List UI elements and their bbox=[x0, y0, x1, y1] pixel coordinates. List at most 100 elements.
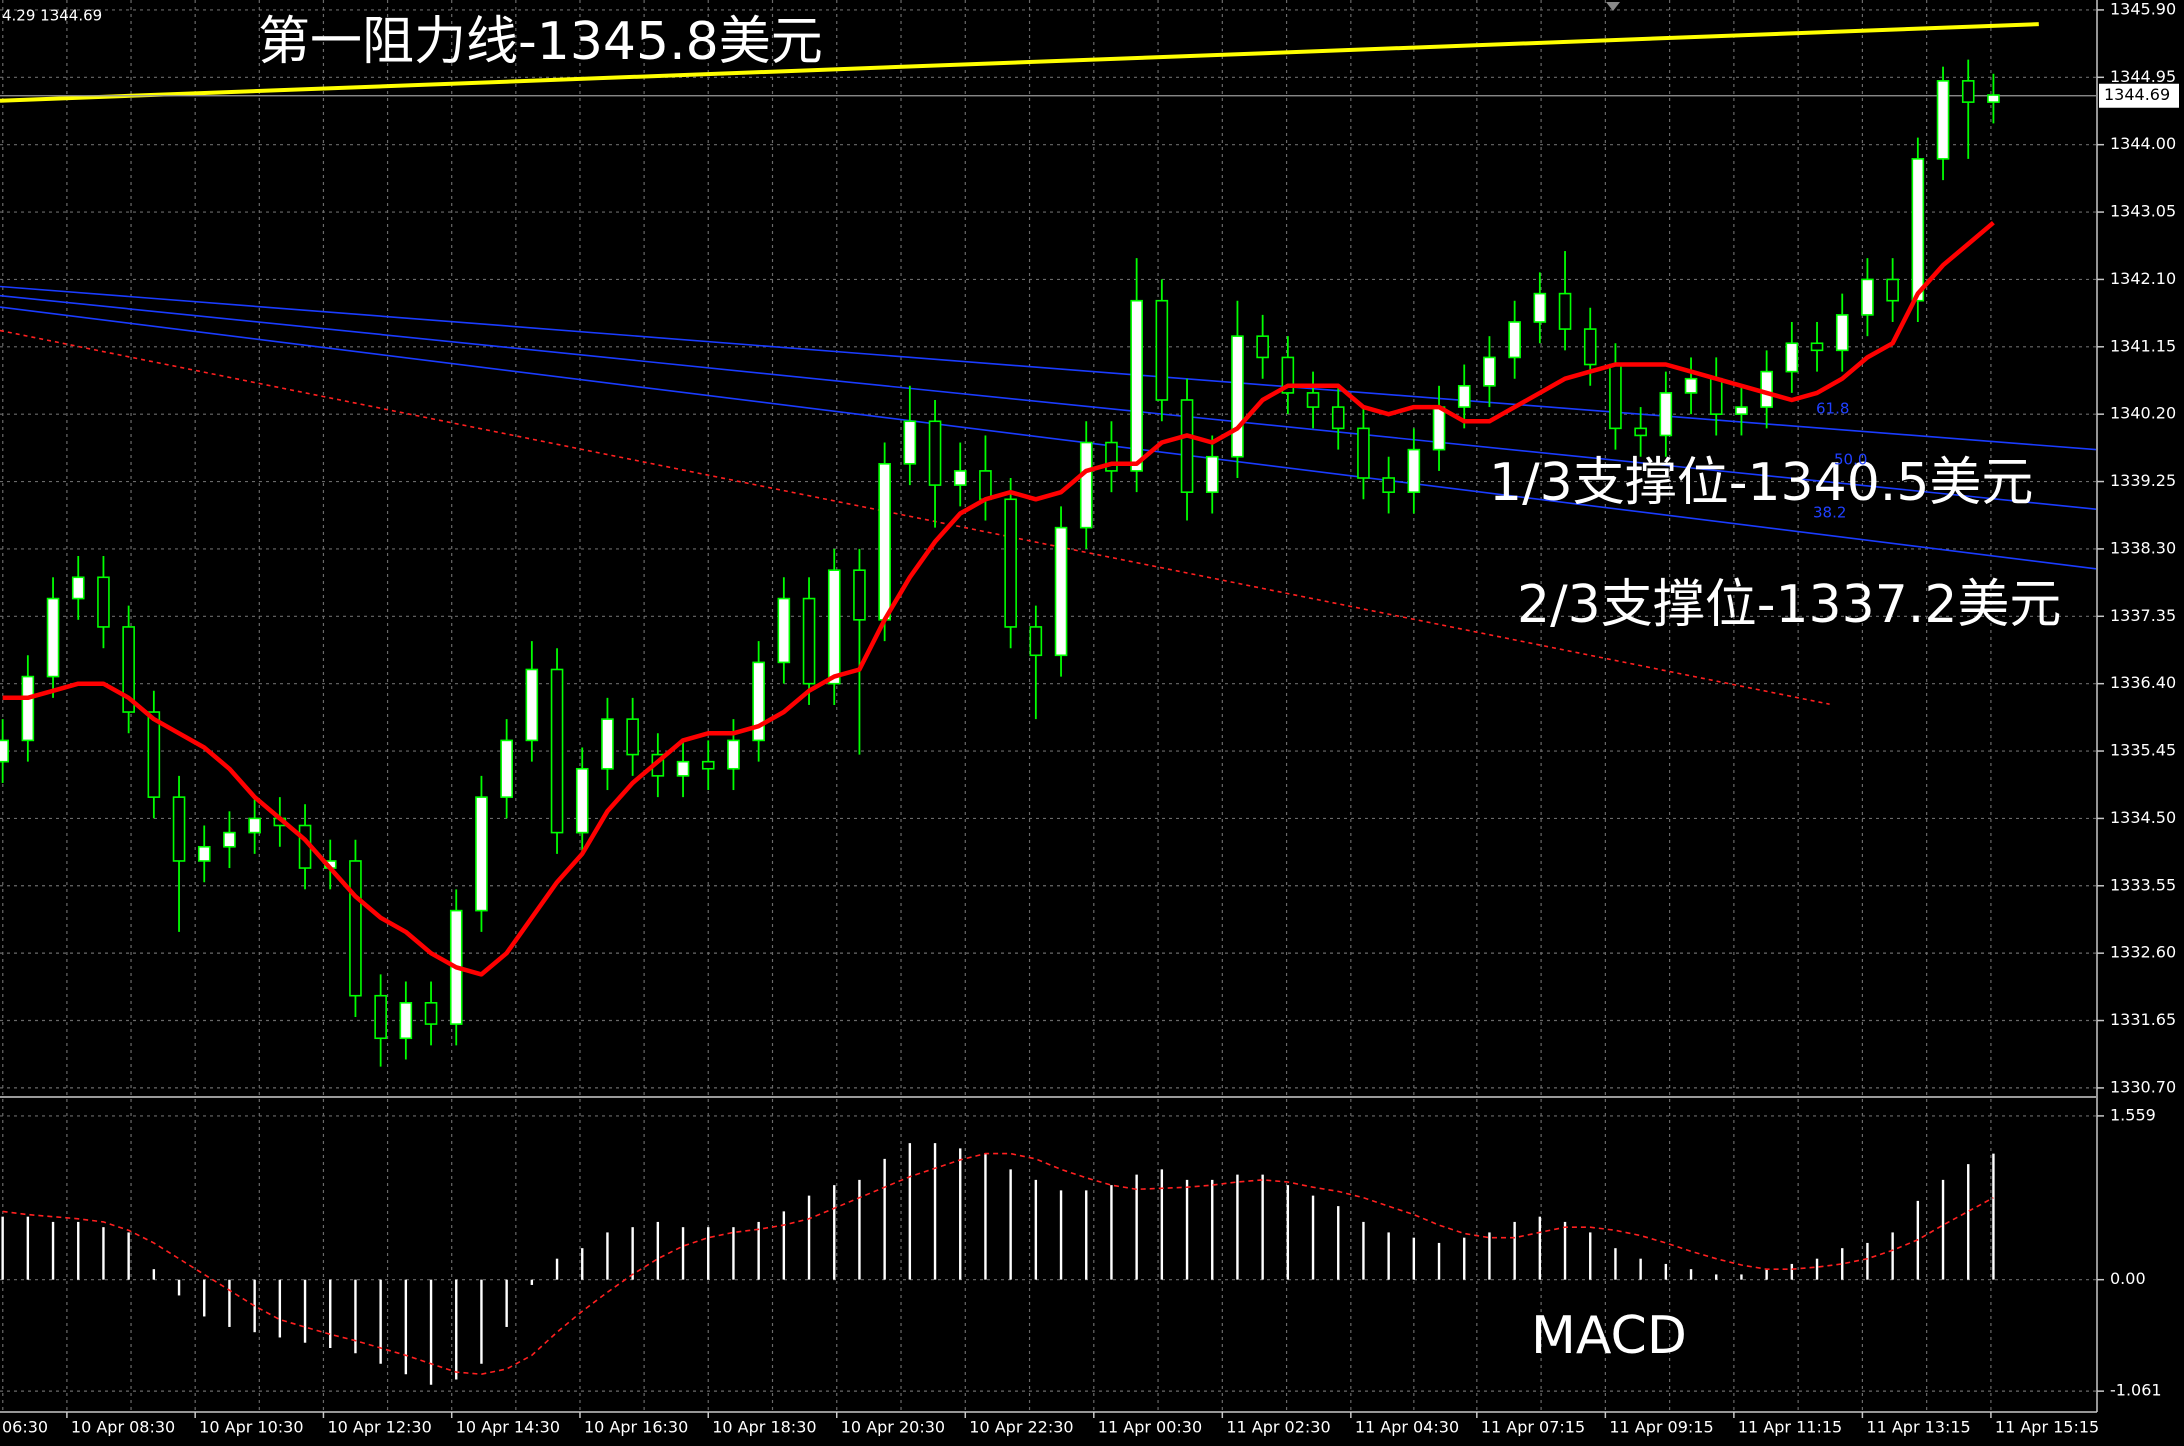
x-tick-label: 11 Apr 15:15 bbox=[1995, 1418, 2099, 1437]
candle-body bbox=[1886, 278, 1899, 302]
fib-label: 61.8 bbox=[1816, 400, 1849, 418]
candle-body bbox=[71, 576, 85, 600]
candle-body bbox=[878, 463, 891, 621]
candle-body bbox=[928, 420, 942, 486]
last-price-box bbox=[2099, 83, 2179, 108]
annotation: 2/3支撑位-1337.2美元 bbox=[1517, 575, 2061, 635]
moving-average bbox=[2, 220, 1995, 977]
candle-body bbox=[374, 994, 387, 1040]
candle-body bbox=[853, 569, 866, 621]
candle-body bbox=[1810, 342, 1824, 352]
candle-body bbox=[1357, 427, 1370, 479]
x-tick-label: 10 Apr 18:30 bbox=[712, 1418, 816, 1437]
x-tick-label: 10 Apr 20:30 bbox=[841, 1418, 945, 1437]
y-tick-label: 1336.40 bbox=[2110, 673, 2176, 692]
grid bbox=[0, 0, 2096, 1411]
candle-body bbox=[550, 668, 564, 834]
candle-body bbox=[1735, 406, 1748, 415]
candle-body bbox=[777, 597, 791, 664]
y-tick-label: 1334.50 bbox=[2110, 808, 2176, 827]
price-panel bbox=[0, 22, 2096, 1067]
x-tick-label: 11 Apr 09:15 bbox=[1609, 1418, 1713, 1437]
candle-body bbox=[1785, 342, 1799, 373]
x-tick-label: 10 Apr 08:30 bbox=[71, 1418, 175, 1437]
symbol-info: 4.29 1344.69 bbox=[2, 7, 102, 25]
candle-body bbox=[676, 760, 690, 777]
candle-body bbox=[1281, 356, 1295, 394]
candle-body bbox=[1709, 377, 1723, 415]
x-tick-label: 10 Apr 16:30 bbox=[584, 1418, 688, 1437]
candle-body bbox=[97, 576, 110, 628]
x-tick-label: 10 Apr 12:30 bbox=[327, 1418, 431, 1437]
candle-body bbox=[1205, 455, 1219, 493]
candle-body bbox=[525, 668, 539, 742]
candle-body bbox=[21, 675, 35, 742]
candle-body bbox=[1684, 377, 1698, 394]
candle-body bbox=[1105, 441, 1118, 472]
annotation: 第一阻力线-1345.8美元 bbox=[258, 12, 823, 72]
candle-body bbox=[802, 597, 816, 685]
y-tick-label: 1330.70 bbox=[2110, 1077, 2176, 1096]
x-tick-label: 11 Apr 07:15 bbox=[1481, 1418, 1585, 1437]
trend-line bbox=[0, 306, 2096, 570]
candle-body bbox=[248, 817, 261, 834]
candle-body bbox=[1382, 477, 1395, 493]
y-tick-label: 1333.55 bbox=[2110, 875, 2176, 894]
y-tick-label: 1337.35 bbox=[2110, 606, 2176, 625]
candle-body bbox=[1558, 292, 1572, 330]
candle-body bbox=[1180, 399, 1194, 493]
candle-body bbox=[1936, 80, 1950, 160]
candle-body bbox=[1483, 356, 1496, 387]
candle-body bbox=[1533, 292, 1547, 323]
candle-body bbox=[1835, 314, 1849, 352]
candle-body bbox=[1432, 406, 1446, 451]
candle-body bbox=[1231, 335, 1244, 458]
y-tick-label: 1340.20 bbox=[2110, 404, 2176, 423]
y-tick-label: 1335.45 bbox=[2110, 741, 2176, 760]
y-tick-label: 1344.95 bbox=[2110, 67, 2176, 86]
candle-body bbox=[424, 1002, 438, 1025]
candle-body bbox=[223, 831, 236, 848]
annotation: 1/3支撑位-1340.5美元 bbox=[1489, 453, 2033, 513]
candle-body bbox=[1155, 299, 1169, 401]
trend-line bbox=[0, 22, 2039, 103]
candle-body bbox=[1861, 278, 1874, 316]
candle-body bbox=[727, 739, 740, 770]
y-tick-label: 1339.25 bbox=[2110, 471, 2176, 490]
candle-body bbox=[399, 1002, 413, 1040]
x-tick-label: 06:30 bbox=[2, 1418, 48, 1437]
candle-body bbox=[1306, 392, 1320, 408]
y-tick-label: 1341.15 bbox=[2110, 336, 2176, 355]
x-tick-label: 11 Apr 13:15 bbox=[1866, 1418, 1970, 1437]
candle-body bbox=[172, 796, 186, 862]
candle-body bbox=[1508, 321, 1521, 359]
candle-body bbox=[1987, 94, 2000, 103]
candle-body bbox=[500, 739, 513, 798]
candle-body bbox=[122, 626, 135, 713]
y-tick-label: 1338.30 bbox=[2110, 538, 2176, 557]
candle-body bbox=[979, 470, 992, 501]
candle-body bbox=[349, 860, 362, 997]
candle-body bbox=[1609, 363, 1622, 430]
candle-body bbox=[197, 845, 211, 862]
y-tick-label: 1345.90 bbox=[2110, 0, 2176, 18]
fib-label: 38.2 bbox=[1813, 504, 1846, 522]
y-tick-label: 0.00 bbox=[2110, 1269, 2146, 1288]
y-tick-label: 1344.00 bbox=[2110, 134, 2176, 153]
trend-line bbox=[0, 294, 2096, 510]
candle-body bbox=[0, 739, 9, 763]
candle-body bbox=[953, 470, 967, 486]
x-tick-label: 10 Apr 22:30 bbox=[969, 1418, 1073, 1437]
candle-body bbox=[827, 569, 841, 685]
macd-panel bbox=[1, 1143, 1995, 1385]
candle-body bbox=[575, 767, 589, 834]
x-tick-label: 11 Apr 00:30 bbox=[1098, 1418, 1202, 1437]
x-tick-label: 11 Apr 02:30 bbox=[1226, 1418, 1330, 1437]
candle-body bbox=[1911, 158, 1925, 302]
candle-body bbox=[903, 420, 917, 465]
trend-line bbox=[0, 285, 2096, 451]
candle-body bbox=[1961, 80, 1975, 103]
candle-body bbox=[1659, 392, 1673, 437]
